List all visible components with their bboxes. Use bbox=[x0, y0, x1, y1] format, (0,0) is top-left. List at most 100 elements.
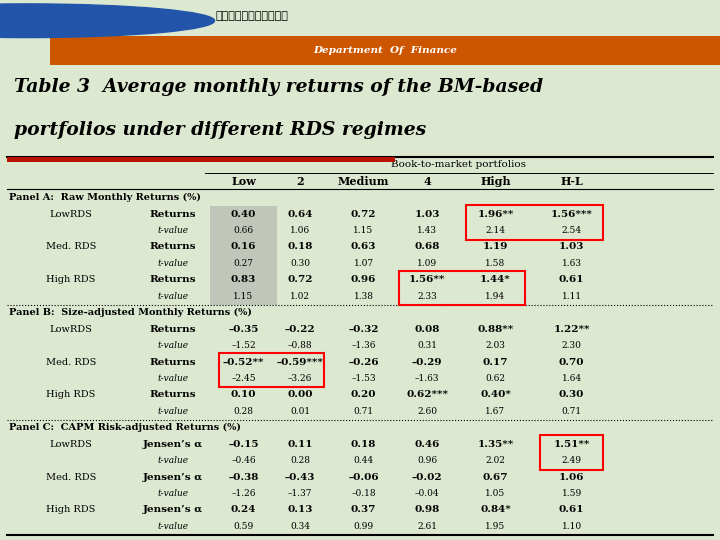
Text: Returns: Returns bbox=[150, 242, 197, 252]
Text: 1.96**: 1.96** bbox=[477, 210, 513, 219]
Text: 0.28: 0.28 bbox=[290, 456, 310, 465]
Text: 2.14: 2.14 bbox=[485, 226, 505, 235]
Text: Returns: Returns bbox=[150, 357, 197, 367]
Text: 0.72: 0.72 bbox=[287, 275, 312, 285]
Text: 1.09: 1.09 bbox=[417, 259, 437, 268]
Text: 1.94: 1.94 bbox=[485, 292, 505, 301]
Text: 0.62***: 0.62*** bbox=[406, 390, 448, 400]
Text: 1.43: 1.43 bbox=[417, 226, 437, 235]
Bar bbox=[7, 157, 395, 163]
Text: 0.66: 0.66 bbox=[233, 226, 253, 235]
Text: Panel A:  Raw Monthly Returns (%): Panel A: Raw Monthly Returns (%) bbox=[9, 193, 200, 202]
Text: 1.67: 1.67 bbox=[485, 407, 505, 416]
Text: 0.68: 0.68 bbox=[414, 242, 440, 252]
Text: –1.53: –1.53 bbox=[351, 374, 376, 383]
Text: 0.30: 0.30 bbox=[290, 259, 310, 268]
Text: –0.15: –0.15 bbox=[228, 440, 258, 449]
Circle shape bbox=[0, 4, 215, 38]
Text: 1.51**: 1.51** bbox=[554, 440, 590, 449]
Text: 0.13: 0.13 bbox=[287, 505, 312, 515]
Text: 1.22**: 1.22** bbox=[554, 325, 590, 334]
Text: 0.01: 0.01 bbox=[290, 407, 310, 416]
Text: 0.31: 0.31 bbox=[417, 341, 437, 350]
Text: –1.26: –1.26 bbox=[231, 489, 256, 498]
Text: 2.30: 2.30 bbox=[562, 341, 582, 350]
Text: 1.95: 1.95 bbox=[485, 522, 505, 531]
Text: 0.11: 0.11 bbox=[287, 440, 312, 449]
Text: –0.02: –0.02 bbox=[412, 472, 442, 482]
Text: Med. RDS: Med. RDS bbox=[45, 472, 96, 482]
Text: 南亞技術學院財務金融系: 南亞技術學院財務金融系 bbox=[215, 11, 289, 21]
Text: –0.46: –0.46 bbox=[231, 456, 256, 465]
Text: 0.70: 0.70 bbox=[559, 357, 585, 367]
Text: Panel C:  CAPM Risk-adjusted Returns (%): Panel C: CAPM Risk-adjusted Returns (%) bbox=[9, 423, 240, 433]
Text: 2.61: 2.61 bbox=[417, 522, 437, 531]
Text: 2.54: 2.54 bbox=[562, 226, 582, 235]
Text: 0.59: 0.59 bbox=[233, 522, 253, 531]
Text: 0.72: 0.72 bbox=[351, 210, 377, 219]
Text: 1.07: 1.07 bbox=[354, 259, 374, 268]
Text: Table 3  Average monthly returns of the BM-based: Table 3 Average monthly returns of the B… bbox=[14, 78, 544, 96]
Text: 0.62: 0.62 bbox=[485, 374, 505, 383]
Text: 1.56***: 1.56*** bbox=[551, 210, 593, 219]
Bar bbox=[50, 36, 720, 65]
Text: 0.88**: 0.88** bbox=[477, 325, 513, 334]
Text: –0.22: –0.22 bbox=[284, 325, 315, 334]
Text: t-value: t-value bbox=[158, 489, 189, 498]
Text: 0.28: 0.28 bbox=[233, 407, 253, 416]
Text: LowRDS: LowRDS bbox=[49, 325, 92, 334]
Text: 0.96: 0.96 bbox=[351, 275, 377, 285]
Text: 0.61: 0.61 bbox=[559, 505, 585, 515]
Text: t-value: t-value bbox=[158, 374, 189, 383]
Text: 1.58: 1.58 bbox=[485, 259, 505, 268]
Text: –1.37: –1.37 bbox=[288, 489, 312, 498]
Text: 4: 4 bbox=[423, 176, 431, 187]
Text: 0.61: 0.61 bbox=[559, 275, 585, 285]
Text: 0.71: 0.71 bbox=[354, 407, 374, 416]
Text: 1.11: 1.11 bbox=[562, 292, 582, 301]
Text: 0.00: 0.00 bbox=[287, 390, 312, 400]
Text: –0.38: –0.38 bbox=[228, 472, 258, 482]
Text: Low: Low bbox=[231, 176, 256, 187]
Text: –0.06: –0.06 bbox=[348, 472, 379, 482]
Text: 0.24: 0.24 bbox=[231, 505, 256, 515]
Text: High RDS: High RDS bbox=[46, 275, 95, 285]
Text: LowRDS: LowRDS bbox=[49, 210, 92, 219]
Text: Jensen’s α: Jensen’s α bbox=[143, 472, 203, 482]
Text: portfolios under different RDS regimes: portfolios under different RDS regimes bbox=[14, 121, 426, 139]
Text: 0.84*: 0.84* bbox=[480, 505, 511, 515]
Text: 0.44: 0.44 bbox=[354, 456, 374, 465]
Text: –1.36: –1.36 bbox=[351, 341, 376, 350]
Text: 0.98: 0.98 bbox=[415, 505, 440, 515]
Text: –0.26: –0.26 bbox=[348, 357, 379, 367]
Text: 0.40: 0.40 bbox=[231, 210, 256, 219]
Text: 0.08: 0.08 bbox=[414, 325, 440, 334]
Text: t-value: t-value bbox=[158, 226, 189, 235]
Text: 0.46: 0.46 bbox=[414, 440, 440, 449]
Text: LowRDS: LowRDS bbox=[49, 440, 92, 449]
Text: t-value: t-value bbox=[158, 259, 189, 268]
Text: H-L: H-L bbox=[560, 176, 583, 187]
Text: Book-to-market portfolios: Book-to-market portfolios bbox=[391, 160, 526, 170]
Text: Med. RDS: Med. RDS bbox=[45, 242, 96, 252]
Text: 0.64: 0.64 bbox=[287, 210, 312, 219]
Text: –0.29: –0.29 bbox=[412, 357, 442, 367]
Text: High: High bbox=[480, 176, 510, 187]
Text: Panel B:  Size-adjusted Monthly Returns (%): Panel B: Size-adjusted Monthly Returns (… bbox=[9, 308, 251, 318]
Text: t-value: t-value bbox=[158, 456, 189, 465]
Text: 1.03: 1.03 bbox=[559, 242, 585, 252]
Text: 0.10: 0.10 bbox=[231, 390, 256, 400]
Text: –1.63: –1.63 bbox=[415, 374, 439, 383]
Text: 2.49: 2.49 bbox=[562, 456, 582, 465]
Text: –0.43: –0.43 bbox=[285, 472, 315, 482]
Text: –0.59***: –0.59*** bbox=[276, 357, 323, 367]
Text: 1.59: 1.59 bbox=[562, 489, 582, 498]
Text: Med. RDS: Med. RDS bbox=[45, 357, 96, 367]
Text: 1.02: 1.02 bbox=[290, 292, 310, 301]
Text: 0.96: 0.96 bbox=[417, 456, 437, 465]
Text: 1.35**: 1.35** bbox=[477, 440, 513, 449]
Text: 1.38: 1.38 bbox=[354, 292, 374, 301]
Text: –3.26: –3.26 bbox=[288, 374, 312, 383]
Text: 0.16: 0.16 bbox=[231, 242, 256, 252]
Text: –0.04: –0.04 bbox=[415, 489, 439, 498]
